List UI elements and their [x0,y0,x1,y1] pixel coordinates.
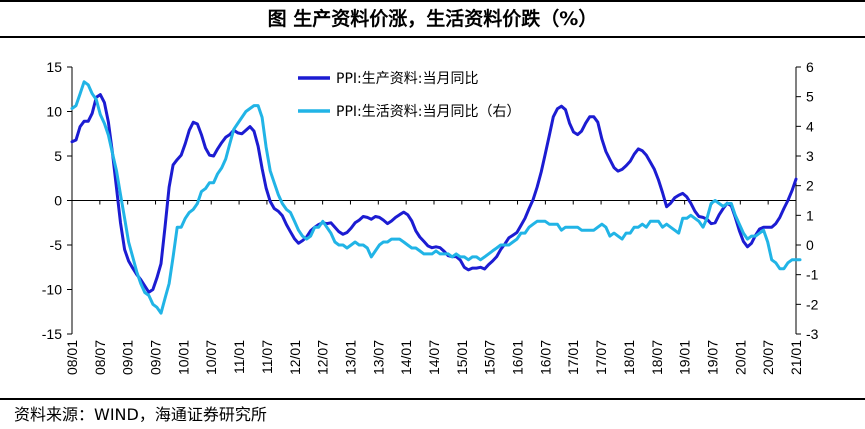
x-tick-label: 09/01 [120,340,136,375]
x-tick-label: 12/07 [315,340,331,375]
x-tick-label: 15/07 [482,340,498,375]
left-tick-label: -15 [42,326,62,342]
x-tick-label: 20/07 [760,340,776,375]
x-tick-label: 12/01 [287,340,303,375]
x-tick-label: 11/07 [259,340,275,374]
x-tick-label: 10/07 [203,340,219,375]
left-tick-label: 0 [54,193,62,209]
right-tick-label: 1 [806,207,814,223]
right-tick-label: 2 [806,178,814,194]
source-note: 资料来源：WIND，海通证券研究所 [0,398,865,429]
x-tick-label: 17/07 [593,340,609,375]
x-tick-label: 11/01 [231,340,247,374]
chart-title: 图 生产资料价涨，生活资料价跌（%） [0,0,865,38]
x-tick-label: 19/07 [704,340,720,375]
legend: PPI:生产资料:当月同比 PPI:生活资料:当月同比（右） [298,71,520,120]
x-tick-label: 19/01 [677,340,693,375]
x-tick-label: 21/01 [788,340,804,375]
series-group [70,80,802,315]
left-tick-label: -10 [42,282,62,298]
x-tick-label: 16/01 [510,340,526,375]
x-tick-label: 09/07 [148,340,164,375]
left-tick-label: 15 [46,59,62,75]
x-tick-label: 14/01 [398,340,414,375]
x-tick-label: 16/07 [537,340,553,375]
left-tick-label: -5 [50,237,63,253]
left-tick-label: 5 [54,148,62,164]
right-tick-label: 0 [806,237,814,253]
right-tick-label: 6 [806,59,814,75]
legend-label-production: PPI:生产资料:当月同比 [336,71,478,87]
x-tick-label: 15/01 [454,340,470,375]
series-line-living [70,80,802,315]
x-tick-label: 13/01 [342,340,358,375]
x-tick-label: 10/01 [175,340,191,375]
right-tick-label: 5 [806,89,814,105]
right-tick-label: -2 [806,296,819,312]
x-tick-label: 20/01 [732,340,748,375]
x-tick-label: 08/07 [92,340,108,375]
right-tick-label: -1 [806,267,819,283]
left-tick-label: 10 [46,104,62,120]
right-tick-label: 4 [806,118,814,134]
x-tick-label: 18/01 [621,340,637,375]
right-tick-label: 3 [806,148,814,164]
right-tick-label: -3 [806,326,819,342]
x-tick-label: 18/07 [649,340,665,375]
series-line-production [70,93,798,294]
x-tick-label: 17/01 [565,340,581,375]
x-tick-label: 08/01 [64,340,80,375]
x-tick-label: 14/07 [426,340,442,375]
x-tick-label: 13/07 [370,340,386,375]
legend-label-living: PPI:生活资料:当月同比（右） [336,104,520,120]
